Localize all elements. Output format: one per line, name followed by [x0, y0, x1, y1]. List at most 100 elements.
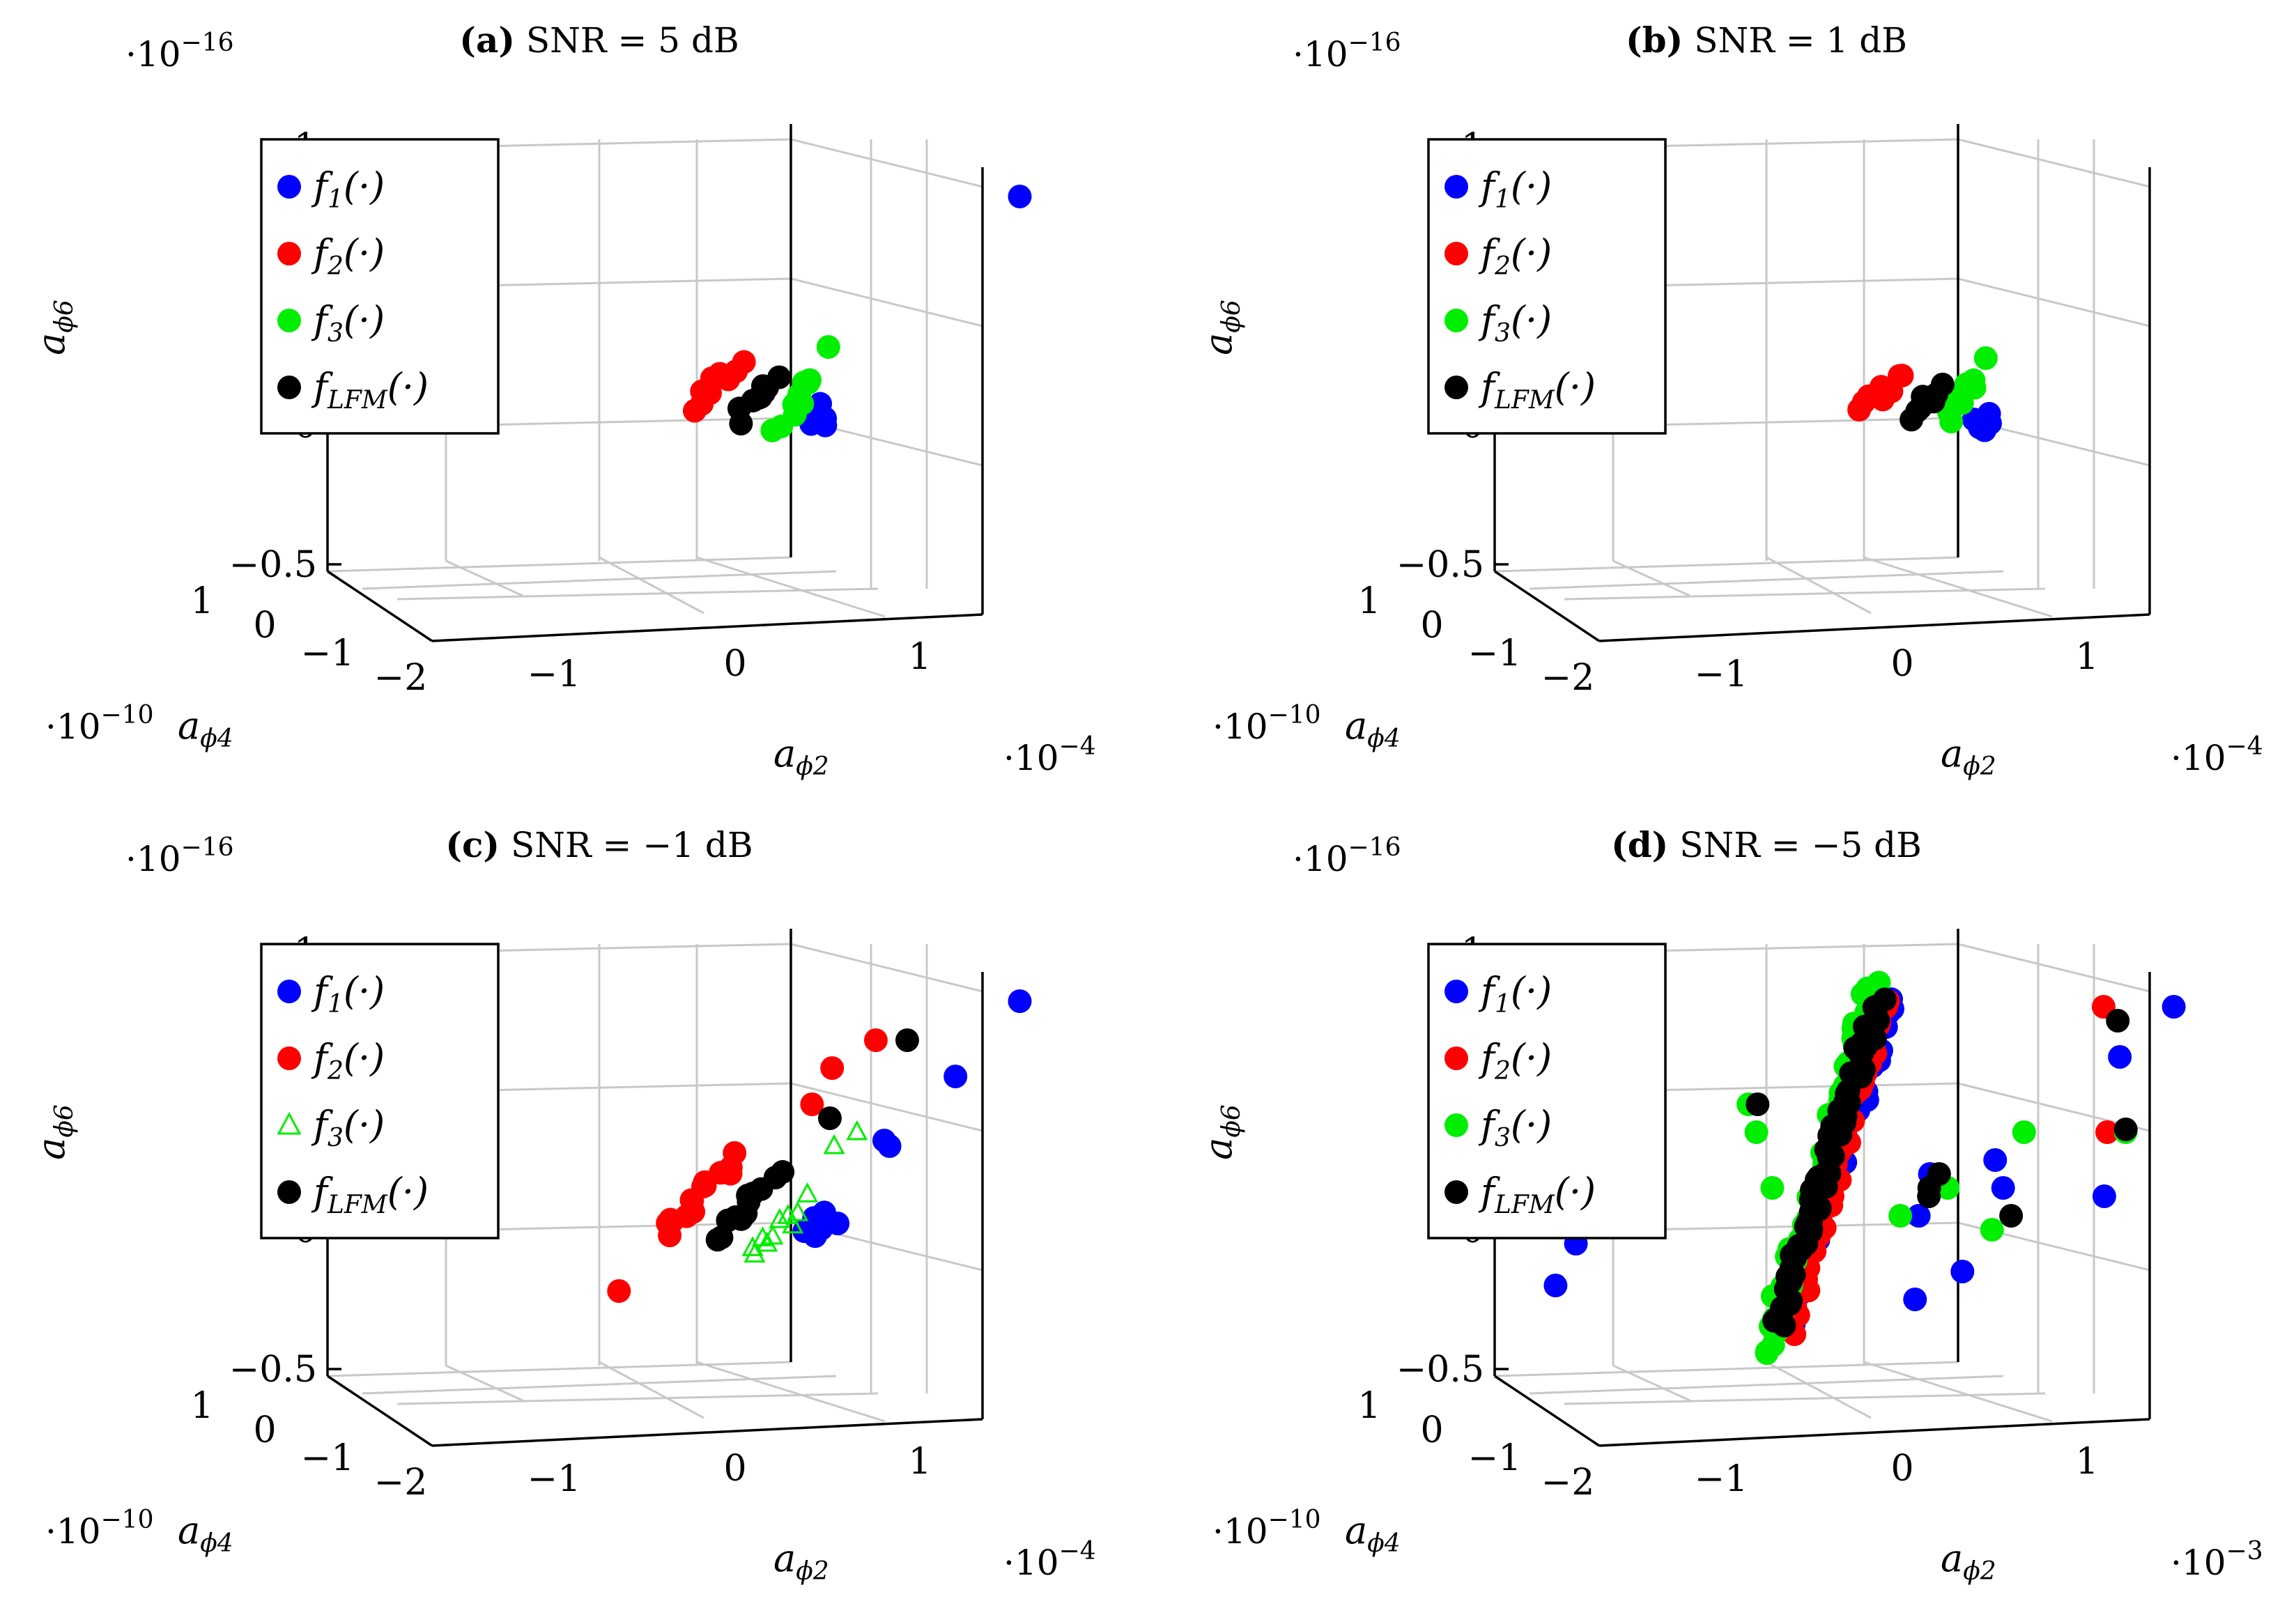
z-axis-label: aϕ6 — [1196, 1104, 1246, 1160]
legend-label-arg: (·) — [344, 298, 385, 342]
x-tick-label: 1 — [908, 1441, 931, 1483]
z-multiplier-base: ·10 — [1293, 34, 1348, 75]
z-tick-label: −0.5 — [1396, 1349, 1484, 1391]
x-axis-label-base: a — [1941, 732, 1963, 775]
x-tick-label: −1 — [527, 1458, 581, 1500]
x-axis-label: aϕ2 — [773, 1536, 829, 1586]
point-fLFM — [1999, 1204, 2024, 1228]
legend-label-sub: 2 — [1494, 252, 1511, 281]
y-tick-label: −1 — [1468, 1437, 1522, 1479]
z-axis-label-base: a — [1196, 333, 1240, 355]
legend-label-arg: (·) — [387, 1170, 429, 1214]
y-multiplier-base: ·10 — [1212, 706, 1268, 747]
legend-label-sub: 2 — [327, 1057, 344, 1085]
data-points — [607, 989, 1032, 1303]
gridline-floor — [696, 1361, 886, 1423]
y-tick-label: −1 — [1468, 633, 1522, 674]
point-f3 — [787, 1200, 809, 1221]
legend-label-sub: 2 — [327, 252, 344, 281]
legend-marker — [1444, 1046, 1468, 1070]
legend-label: f3(·) — [311, 1103, 385, 1152]
legend-label: f3(·) — [1478, 1103, 1552, 1152]
point-f3 — [782, 1213, 804, 1234]
y-tick-label: 0 — [253, 1409, 276, 1451]
legend-label: f2(·) — [311, 231, 385, 281]
z-axis-label-sub: ϕ6 — [50, 1104, 79, 1137]
legend-label-arg: (·) — [387, 365, 429, 409]
x-tick-label: 0 — [723, 643, 746, 685]
legend: f1(·)f2(·)f3(·)fLFM(·) — [1427, 138, 1667, 435]
x-axis-label-base: a — [773, 732, 796, 775]
y-axis-label: aϕ4 — [1345, 704, 1401, 753]
y-multiplier: ·10−10 — [45, 1506, 154, 1552]
y-axis-label-base: a — [1345, 704, 1367, 748]
x-multiplier-base: ·10 — [2171, 738, 2226, 778]
y-tick-label: −2 — [374, 657, 428, 699]
point-f3 — [769, 1207, 791, 1228]
legend-marker — [277, 175, 301, 199]
data-points — [1847, 346, 2002, 442]
point-f3 — [1980, 1218, 2004, 1242]
gridline-floor — [1612, 559, 1690, 597]
legend-marker — [1444, 980, 1468, 1003]
y-tick-label: 0 — [1420, 1409, 1443, 1451]
gridline-floor — [696, 556, 886, 618]
z-axis-label: aϕ6 — [29, 1104, 79, 1160]
x-multiplier-exp: −4 — [1059, 732, 1096, 761]
point-f3 — [816, 335, 840, 359]
y-tick-label: 1 — [190, 1385, 213, 1427]
point-f1 — [1950, 1260, 1975, 1283]
point-f1 — [1008, 989, 1032, 1013]
point-fLFM — [767, 365, 792, 389]
z-axis-label: aϕ6 — [29, 300, 79, 355]
point-f3 — [756, 1231, 778, 1252]
x-tick-label: −1 — [1695, 1458, 1748, 1500]
y-axis-label: aϕ4 — [178, 704, 233, 753]
legend: f1(·)f2(·)f3(·)fLFM(·) — [260, 138, 500, 435]
y-multiplier-base: ·10 — [45, 1511, 101, 1552]
y-axis-line — [1494, 1375, 1600, 1447]
legend-label-sub: 3 — [1495, 319, 1511, 348]
y-tick-label: −1 — [301, 1437, 355, 1479]
point-f2 — [800, 1092, 824, 1116]
y-axis-label-sub: ϕ4 — [200, 725, 233, 753]
point-f3 — [1744, 1120, 1769, 1144]
x-tick-label: −1 — [1695, 654, 1748, 695]
gridline-floor — [1494, 1361, 1959, 1377]
panel-title: (d) SNR = −5 dB — [1611, 824, 1922, 865]
z-tick-label: −0.5 — [229, 1349, 317, 1391]
legend-label: fLFM(·) — [311, 1170, 429, 1219]
x-multiplier: ·10−4 — [2171, 732, 2263, 778]
gridline-right-z — [1957, 138, 2150, 188]
point-f3 — [741, 1236, 764, 1256]
x-axis-line — [431, 613, 983, 642]
legend-label-arg: (·) — [1555, 365, 1596, 409]
data-points — [1543, 971, 2186, 1366]
x-multiplier: ·10−4 — [1003, 732, 1096, 778]
x-multiplier-base: ·10 — [1003, 738, 1059, 778]
point-fLFM — [771, 1160, 795, 1184]
z-axis-label-sub: ϕ6 — [1217, 1104, 1246, 1137]
legend-label-sub: LFM — [1494, 386, 1555, 415]
z-axis-label-base: a — [29, 333, 73, 355]
point-f2 — [607, 1279, 631, 1303]
panel-b: 10.50−0.510−1−2−101(b) SNR = 1 dB·10−16·… — [1196, 20, 2263, 781]
point-fLFM — [2113, 1118, 2138, 1141]
x-multiplier-base: ·10 — [1003, 1543, 1059, 1583]
panel-title-text: SNR = −1 dB — [500, 825, 753, 865]
legend-label-arg: (·) — [1511, 1036, 1552, 1080]
point-f1 — [1977, 401, 2001, 426]
legend-label: fLFM(·) — [1478, 1170, 1596, 1219]
legend-label-sub: LFM — [327, 1191, 388, 1219]
legend-marker — [1444, 242, 1468, 265]
y-tick-label: 1 — [190, 580, 213, 622]
point-fLFM — [2106, 1009, 2130, 1033]
legend-marker — [1444, 1180, 1468, 1204]
y-tick-label: −1 — [301, 633, 355, 674]
z-multiplier-base: ·10 — [125, 839, 181, 879]
gridline-right-z — [790, 277, 983, 327]
y-axis-line — [327, 570, 433, 642]
legend-marker — [277, 309, 301, 332]
point-f1 — [1008, 185, 1032, 208]
y-multiplier-exp: −10 — [1268, 701, 1321, 729]
